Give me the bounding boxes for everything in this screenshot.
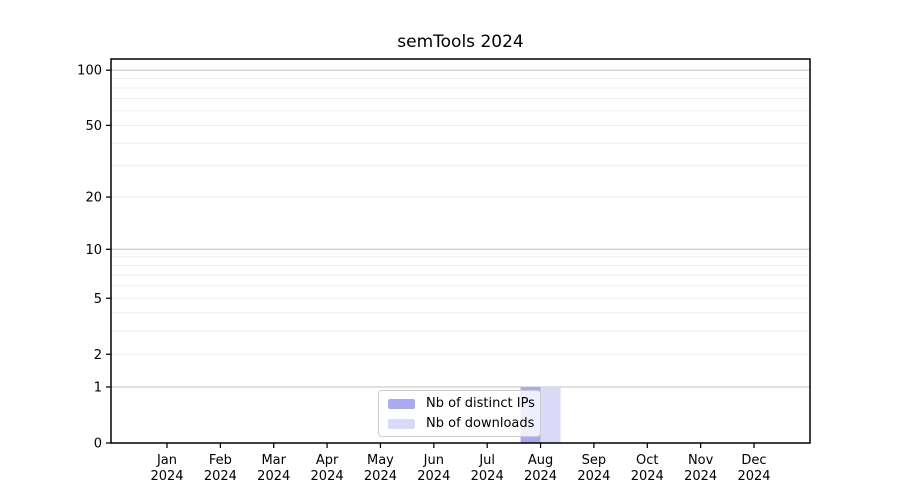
xtick-label-month-sep: Sep [582,453,607,468]
xtick-label-year-feb: 2024 [204,469,237,484]
xtick-label-month-apr: Apr [316,453,339,468]
bar-aug-downloads [540,387,561,443]
ytick-label-1: 1 [94,381,102,396]
chart-title: semTools 2024 [397,32,524,52]
legend-label-downloads: Nb of downloads [426,416,535,431]
xtick-label-year-nov: 2024 [684,469,717,484]
xtick-label-year-sep: 2024 [577,469,610,484]
ytick-label-100: 100 [77,64,102,79]
xtick-label-month-mar: Mar [261,453,286,468]
ytick-label-5: 5 [94,292,102,307]
xtick-label-year-jan: 2024 [150,469,183,484]
legend-item-downloads: Nb of downloads [388,415,535,432]
xtick-label-year-jun: 2024 [417,469,450,484]
ytick-label-0: 0 [94,437,102,452]
legend-swatch-distinct-ips [388,398,415,409]
xtick-label-month-nov: Nov [688,453,714,468]
legend-swatch-downloads [388,418,415,429]
xtick-label-month-feb: Feb [209,453,232,468]
xtick-label-year-may: 2024 [364,469,397,484]
xtick-label-month-jul: Jul [478,453,495,468]
legend-item-distinct-ips: Nb of distinct IPs [388,395,535,412]
xtick-label-month-aug: Aug [528,453,553,468]
xtick-label-month-oct: Oct [636,453,658,468]
ytick-label-2: 2 [94,348,102,363]
xtick-label-month-may: May [367,453,394,468]
xtick-label-year-apr: 2024 [311,469,344,484]
xtick-label-month-jan: Jan [156,453,177,468]
xtick-label-year-jul: 2024 [471,469,504,484]
xtick-label-year-oct: 2024 [631,469,664,484]
xtick-label-year-mar: 2024 [257,469,290,484]
plot-border [110,58,811,444]
xtick-label-year-dec: 2024 [737,469,770,484]
ytick-label-10: 10 [85,243,102,258]
legend: Nb of distinct IPs Nb of downloads [378,390,541,437]
xtick-label-month-dec: Dec [741,453,766,468]
ytick-label-20: 20 [85,191,102,206]
ytick-label-50: 50 [85,119,102,134]
xtick-label-month-jun: Jun [423,453,444,468]
legend-label-distinct-ips: Nb of distinct IPs [426,396,535,411]
xtick-label-year-aug: 2024 [524,469,557,484]
